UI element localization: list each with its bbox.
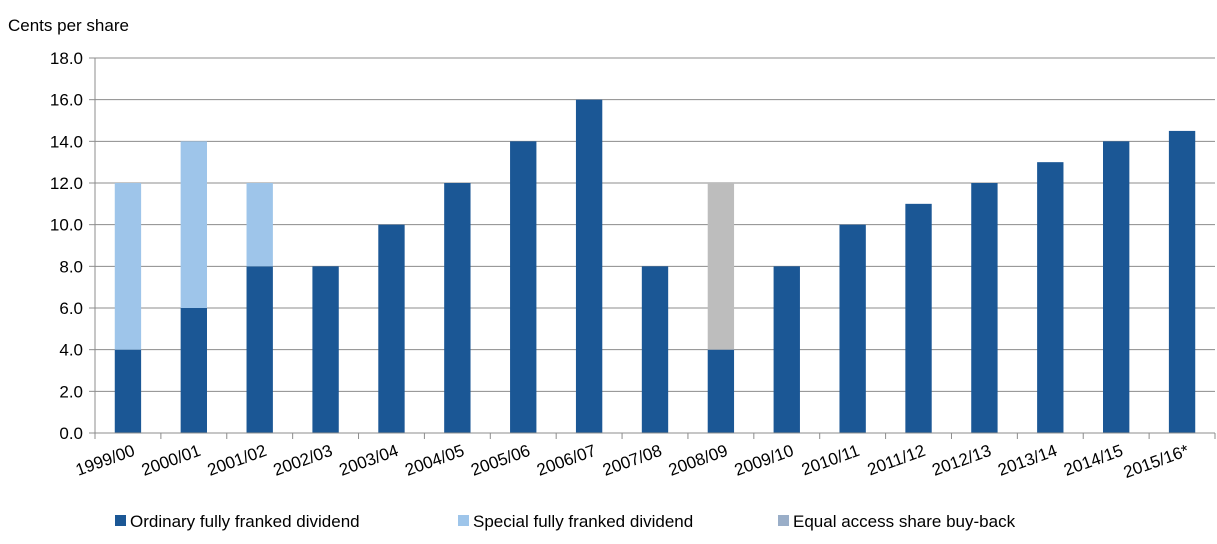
legend-swatch	[778, 515, 789, 526]
x-tick-label: 2008/09	[666, 441, 730, 480]
x-tick-label: 2009/10	[732, 441, 796, 480]
gridlines	[95, 57, 1215, 392]
legend-label: Ordinary fully franked dividend	[130, 512, 360, 531]
x-tick-label: 2000/01	[139, 441, 203, 480]
bar-special-fully-franked-dividend	[246, 183, 273, 267]
bar-ordinary-fully-franked-dividend	[1037, 162, 1064, 433]
bar-ordinary-fully-franked-dividend	[1103, 141, 1130, 434]
bar-special-fully-franked-dividend	[180, 141, 207, 308]
bar-ordinary-fully-franked-dividend	[378, 224, 405, 433]
y-tick-label: 12.0	[50, 174, 83, 193]
x-tick-label: 2006/07	[534, 441, 598, 480]
x-tick-label: 2005/06	[468, 441, 532, 480]
legend-swatch	[115, 515, 126, 526]
bars	[114, 99, 1196, 434]
y-tick-label: 14.0	[50, 132, 83, 151]
legend-label: Special fully franked dividend	[473, 512, 693, 531]
legend: Ordinary fully franked dividend Special f…	[115, 512, 1016, 531]
y-tick-label: 4.0	[59, 341, 83, 360]
bar-ordinary-fully-franked-dividend	[971, 183, 998, 433]
x-tick-label: 2014/15	[1061, 441, 1125, 480]
bar-ordinary-fully-franked-dividend	[180, 308, 207, 433]
y-tick-label: 2.0	[59, 382, 83, 401]
bar-ordinary-fully-franked-dividend	[839, 224, 866, 433]
y-tick-label: 8.0	[59, 257, 83, 276]
x-tick-label: 2013/14	[995, 441, 1059, 480]
bar-ordinary-fully-franked-dividend	[773, 266, 800, 433]
y-tick-label: 0.0	[59, 424, 83, 443]
x-tick-label: 1999/00	[73, 441, 137, 480]
x-tick-label: 2002/03	[271, 441, 335, 480]
y-tick-label: 10.0	[50, 216, 83, 235]
x-tick-label: 2003/04	[337, 441, 401, 480]
x-tick-label: 2012/13	[930, 441, 994, 480]
bar-ordinary-fully-franked-dividend	[246, 266, 273, 433]
x-tick-label: 2004/05	[402, 441, 466, 480]
y-axis-label: Cents per share	[8, 16, 129, 35]
x-tick-label: 2015/16*	[1121, 441, 1192, 482]
x-tick-label: 2007/08	[600, 441, 664, 480]
x-tick-label: 2011/12	[865, 441, 928, 479]
bar-ordinary-fully-franked-dividend	[641, 266, 669, 433]
y-tick-label: 16.0	[50, 91, 83, 110]
bar-ordinary-fully-franked-dividend	[312, 266, 339, 433]
bar-ordinary-fully-franked-dividend	[444, 183, 471, 433]
y-tick-label: 6.0	[59, 299, 83, 318]
bar-special-fully-franked-dividend	[114, 183, 142, 350]
bar-ordinary-fully-franked-dividend	[905, 203, 932, 433]
x-tick-label: 2001/02	[205, 441, 269, 480]
legend-label: Equal access share buy-back	[793, 512, 1016, 531]
bar-ordinary-fully-franked-dividend	[575, 99, 603, 434]
x-tick-label: 2010/11	[799, 441, 862, 479]
y-tick-label: 18.0	[50, 49, 83, 68]
legend-swatch	[458, 515, 469, 526]
bar-ordinary-fully-franked-dividend	[1168, 130, 1196, 433]
bar-equal-access-share-buy-back	[707, 183, 735, 350]
bar-ordinary-fully-franked-dividend	[114, 349, 142, 433]
bar-ordinary-fully-franked-dividend	[707, 349, 735, 433]
bar-ordinary-fully-franked-dividend	[510, 141, 537, 434]
